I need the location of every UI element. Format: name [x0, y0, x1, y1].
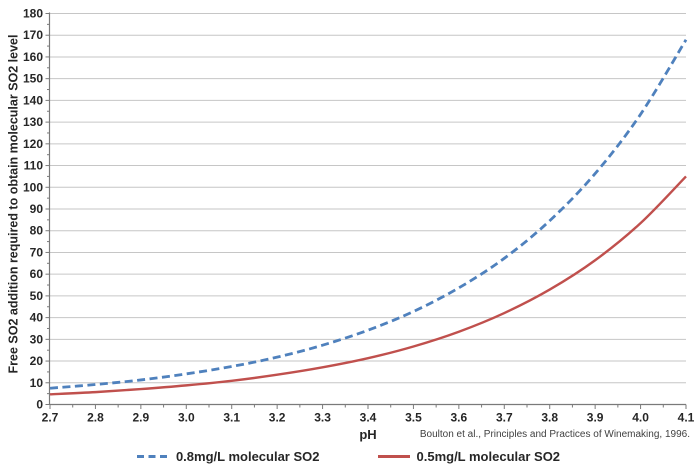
x-tick-label: 3.6 — [451, 411, 468, 425]
curve-0-8mgl — [49, 39, 688, 390]
x-tick-label: 3.1 — [223, 411, 240, 425]
x-tick-label: 3.8 — [541, 411, 558, 425]
y-tick-label: 180 — [23, 7, 43, 21]
y-tick-label: 60 — [30, 267, 44, 281]
y-tick-label: 110 — [24, 159, 44, 173]
legend-label-0-5mgl: 0.5mg/L molecular SO2 — [416, 449, 561, 464]
legend-item-0-5mgl: 0.5mg/L molecular SO2 — [377, 449, 561, 464]
x-tick-label: 2.7 — [42, 411, 59, 425]
y-tick-label: 80 — [30, 224, 44, 238]
x-tick-label: 4.0 — [632, 411, 649, 425]
y-tick-label: 20 — [30, 354, 44, 368]
y-tick-label: 160 — [23, 50, 43, 64]
citation-text: Boulton et al., Principles and Practices… — [419, 429, 690, 440]
x-tick-label: 3.2 — [269, 411, 286, 425]
y-tick-label: 130 — [23, 115, 43, 129]
x-tick-label: 2.8 — [87, 411, 104, 425]
x-tick-label: 4.1 — [678, 411, 695, 425]
y-tick-label: 90 — [30, 202, 44, 216]
legend-swatch-solid — [377, 455, 410, 458]
y-tick-label: 70 — [30, 245, 44, 259]
legend-item-0-8mgl: 0.8mg/L molecular SO2 — [136, 449, 320, 464]
y-tick-label: 40 — [30, 311, 44, 325]
x-tick-label: 3.0 — [178, 411, 195, 425]
y-tick-label: 120 — [23, 137, 43, 151]
y-tick-label: 30 — [30, 332, 44, 346]
y-tick-label: 50 — [30, 289, 44, 303]
x-tick-label: 3.5 — [405, 411, 422, 425]
y-tick-label: 170 — [23, 28, 43, 42]
y-tick-label: 0 — [36, 398, 43, 412]
y-tick-label: 140 — [23, 93, 43, 107]
x-tick-label: 3.7 — [496, 411, 513, 425]
legend-swatch-dashed — [136, 455, 169, 458]
x-tick-label: 3.3 — [314, 411, 331, 425]
x-axis-title: pH — [359, 427, 377, 442]
y-tick-label: 150 — [23, 72, 43, 86]
x-tick-label: 3.9 — [587, 411, 604, 425]
x-tick-label: 3.4 — [360, 411, 377, 425]
legend: 0.8mg/L molecular SO2 0.5mg/L molecular … — [0, 449, 697, 464]
curve-0-5mgl — [49, 175, 687, 396]
y-tick-label: 100 — [23, 180, 43, 194]
y-tick-label: 10 — [30, 376, 44, 390]
legend-label-0-8mgl: 0.8mg/L molecular SO2 — [175, 449, 320, 464]
x-tick-label: 2.9 — [133, 411, 150, 425]
